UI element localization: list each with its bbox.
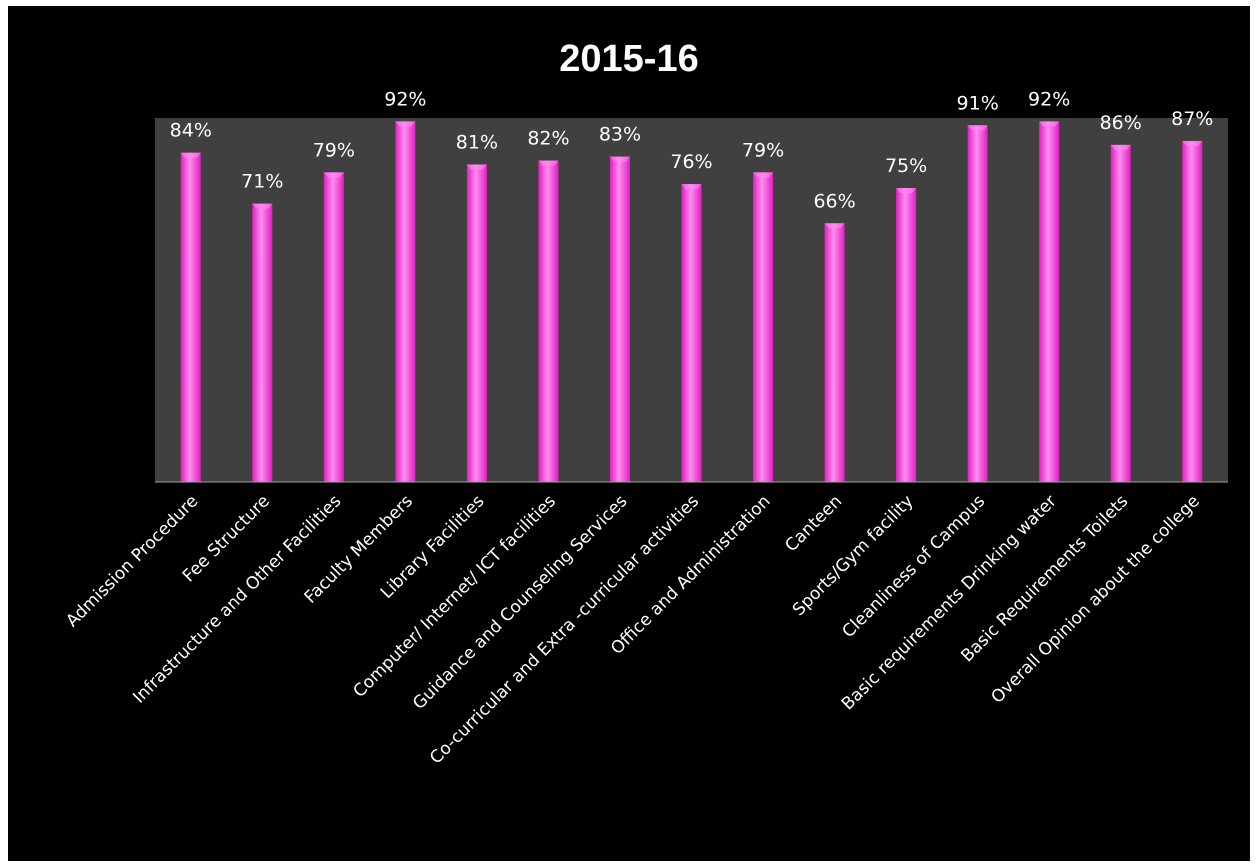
bar-cap	[395, 121, 416, 127]
bar	[538, 160, 559, 482]
data-label: 75%	[885, 155, 927, 177]
data-label: 71%	[241, 171, 283, 193]
data-label: 87%	[1171, 108, 1213, 130]
data-label: 76%	[670, 151, 712, 173]
bar-cap	[609, 156, 630, 162]
bar	[896, 188, 917, 482]
category-tick-label: Sports/Gym facility	[789, 491, 918, 620]
chart-frame: 84% 71% 79% 92% 81% 82% 83% 76% 79% 66% 75% 91% 92% 8…	[8, 6, 1250, 861]
bar-cap	[681, 184, 702, 190]
category-tick-label: Canteen	[781, 491, 846, 556]
bar	[1039, 121, 1060, 483]
data-label: 86%	[1100, 112, 1142, 134]
category-tick-label: Co-curricular and Extra -curricular acti…	[426, 491, 703, 768]
data-label: 83%	[599, 124, 641, 146]
bar-cap	[180, 152, 201, 158]
bar	[681, 184, 702, 482]
bar	[1182, 140, 1203, 482]
bar	[609, 156, 630, 482]
bar-cap	[1039, 121, 1060, 127]
bar-cap	[753, 172, 774, 178]
bar-cap	[967, 125, 988, 131]
bar	[753, 172, 774, 482]
bar	[395, 121, 416, 483]
bar	[466, 164, 487, 483]
data-label: 84%	[170, 120, 212, 142]
bar	[180, 152, 201, 482]
bar	[1110, 144, 1131, 482]
bar	[252, 203, 273, 482]
bar-cap	[824, 223, 845, 229]
category-tick-label: Cleanliness of Campus	[838, 491, 989, 642]
data-label: 66%	[813, 190, 855, 212]
bar	[323, 172, 344, 482]
bar-cap	[252, 203, 273, 209]
data-label: 79%	[742, 139, 784, 161]
bar-cap	[896, 188, 917, 193]
bar	[967, 125, 988, 482]
data-label: 92%	[1028, 88, 1070, 110]
data-label: 81%	[456, 131, 498, 153]
bar-cap	[1110, 144, 1131, 150]
chart-title: 2015-16	[559, 38, 698, 80]
bar-cap	[538, 160, 559, 166]
data-label: 79%	[313, 139, 355, 161]
bar-chart: 84% 71% 79% 92% 81% 82% 83% 76% 79% 66% 75% 91% 92% 8…	[62, 38, 1228, 768]
data-label: 92%	[384, 88, 426, 110]
data-label: 91%	[957, 92, 999, 114]
bar	[824, 223, 845, 482]
category-tick-label: Admission Procedure	[62, 491, 202, 631]
bar-cap	[466, 164, 487, 170]
bar-cap	[1182, 140, 1203, 146]
bar-cap	[323, 172, 344, 178]
data-label: 82%	[527, 128, 569, 150]
